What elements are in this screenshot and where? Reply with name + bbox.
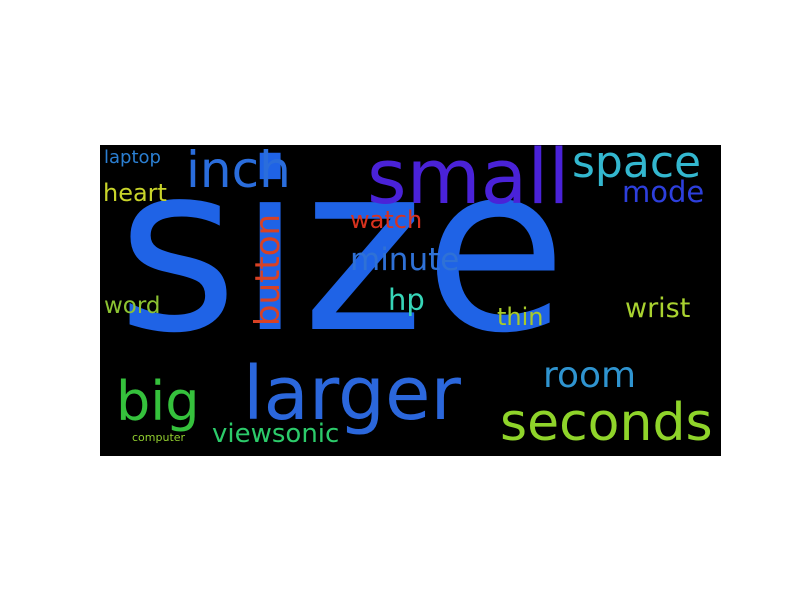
word-laptop: laptop — [104, 147, 161, 168]
word-inch: inch — [186, 145, 291, 199]
word-larger: larger — [243, 351, 461, 437]
word-computer: computer — [132, 431, 186, 444]
word-space: space — [572, 145, 702, 188]
word-size: size — [117, 145, 567, 384]
word-button: button — [248, 213, 288, 327]
word-word: word — [104, 293, 161, 319]
word-viewsonic: viewsonic — [212, 419, 340, 449]
word-mode: mode — [622, 175, 705, 209]
word-big: big — [116, 370, 200, 433]
word-small: small — [367, 145, 570, 221]
word-minute: minute — [350, 242, 460, 278]
word-seconds: seconds — [500, 393, 713, 453]
word-wrist: wrist — [625, 293, 691, 324]
word-thin: thin — [497, 303, 544, 331]
word-cloud: size small larger seconds inch space big… — [100, 145, 721, 456]
word-hp: hp — [388, 283, 425, 317]
word-room: room — [543, 355, 637, 396]
word-watch: watch — [350, 206, 423, 234]
word-heart: heart — [103, 179, 167, 207]
